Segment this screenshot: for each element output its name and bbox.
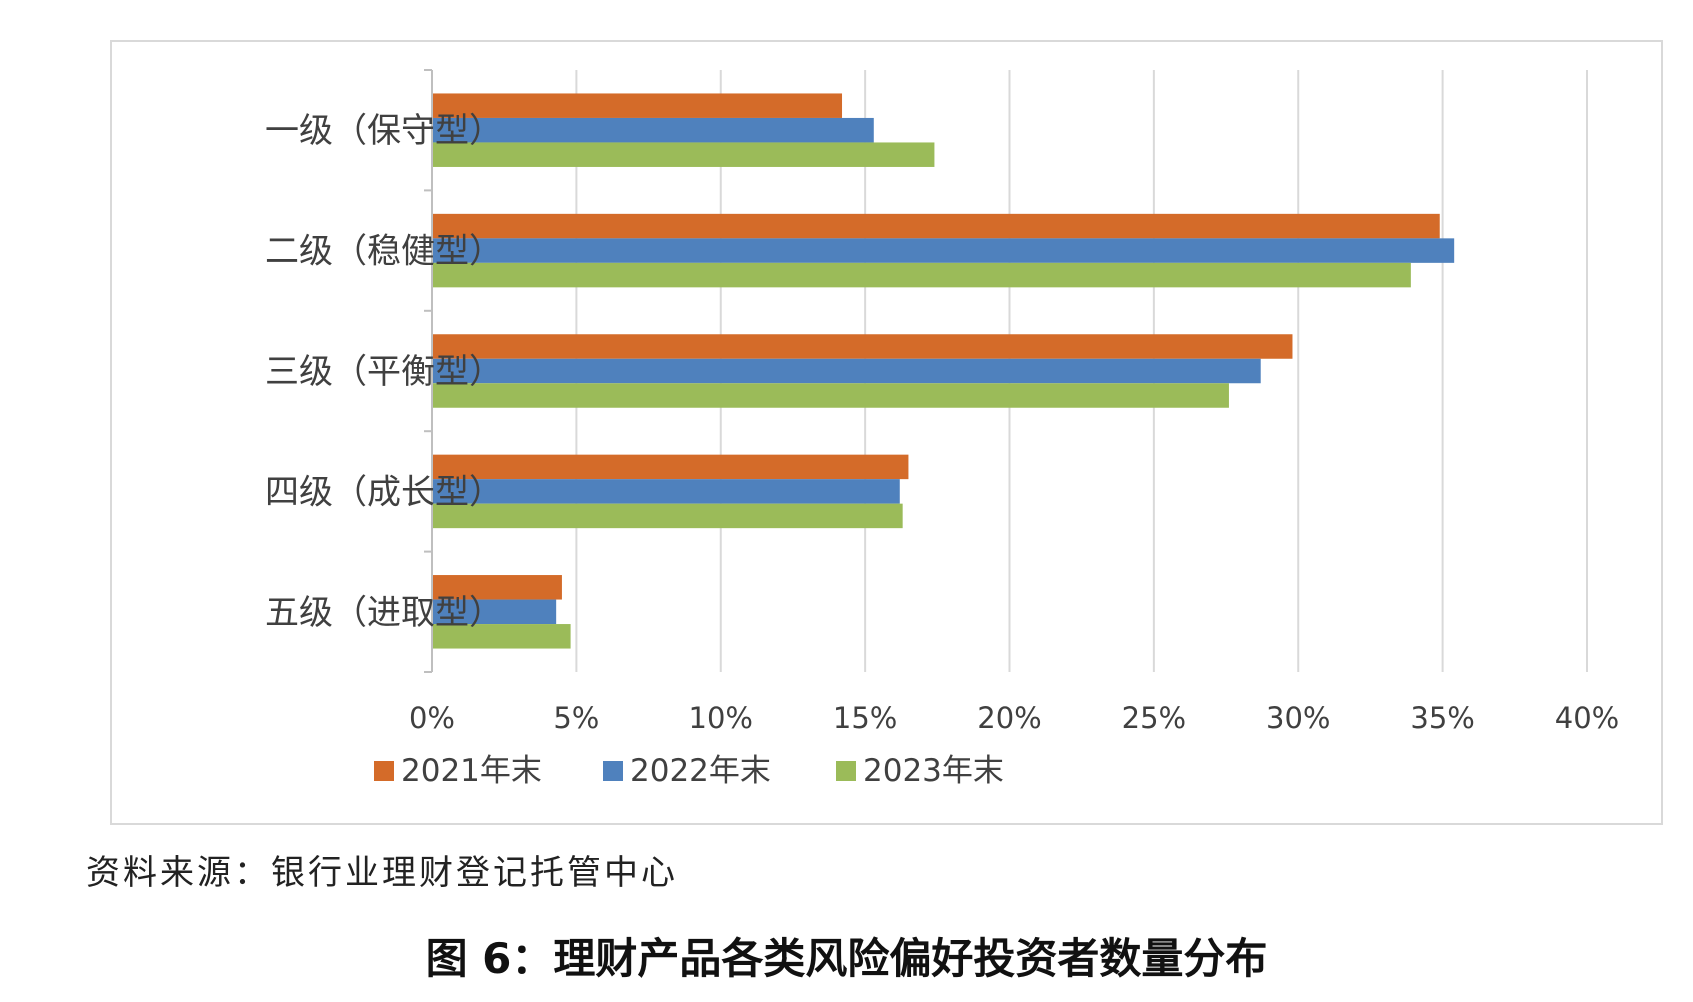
bar xyxy=(432,383,1229,408)
x-tick-label: 15% xyxy=(833,701,897,735)
legend-swatch xyxy=(603,761,623,781)
bar xyxy=(432,262,1411,288)
figure-caption: 图 6：理财产品各类风险偏好投资者数量分布 xyxy=(425,934,1268,983)
category-label: 一级（保守型） xyxy=(265,111,503,151)
category-labels: 一级（保守型） 二级（稳健型） 三级（平衡型） 四级（成长型） 五级（进取型） xyxy=(265,111,503,633)
x-tick-label: 35% xyxy=(1410,701,1474,735)
source-note: 资料来源：银行业理财登记托管中心 xyxy=(86,853,678,893)
x-tick-label: 25% xyxy=(1122,701,1186,735)
x-tick-label: 5% xyxy=(553,701,599,735)
bar xyxy=(432,479,900,504)
x-tick-label: 0% xyxy=(409,701,455,735)
category-label: 三级（平衡型） xyxy=(265,352,503,392)
legend-label: 2021年末 xyxy=(401,753,542,789)
bar xyxy=(432,117,874,143)
bar xyxy=(432,358,1261,384)
bar xyxy=(432,213,1440,239)
x-tick-label: 30% xyxy=(1266,701,1330,735)
legend-swatch xyxy=(836,761,856,781)
legend: 2021年末 2022年末 2023年末 xyxy=(374,753,1004,789)
legend-label: 2022年末 xyxy=(630,753,771,789)
category-label: 五级（进取型） xyxy=(265,593,503,633)
bar xyxy=(432,454,909,480)
x-tick-label: 20% xyxy=(977,701,1041,735)
bar xyxy=(432,624,571,649)
bar xyxy=(432,599,557,625)
y-axis xyxy=(424,69,433,673)
x-tick-labels: 0% 5% 10% 15% 20% 25% 30% 35% 40% xyxy=(409,701,1619,735)
category-label: 二级（稳健型） xyxy=(265,232,503,272)
chart-frame: 一级（保守型） 二级（稳健型） 三级（平衡型） 四级（成长型） 五级（进取型） 0% 5%… xyxy=(110,40,1663,825)
category-label: 四级（成长型） xyxy=(265,472,503,512)
bar xyxy=(432,575,562,600)
legend-swatch xyxy=(374,761,394,781)
bar xyxy=(432,334,1293,359)
x-tick-label: 10% xyxy=(689,701,753,735)
x-tick-label: 40% xyxy=(1555,701,1619,735)
bar xyxy=(432,503,903,529)
bar xyxy=(432,238,1455,263)
bar xyxy=(432,93,843,118)
bar xyxy=(432,142,935,167)
bars xyxy=(432,93,1455,649)
bar-chart: 一级（保守型） 二级（稳健型） 三级（平衡型） 四级（成长型） 五级（进取型） 0% 5%… xyxy=(265,69,1619,789)
legend-label: 2023年末 xyxy=(863,753,1004,789)
